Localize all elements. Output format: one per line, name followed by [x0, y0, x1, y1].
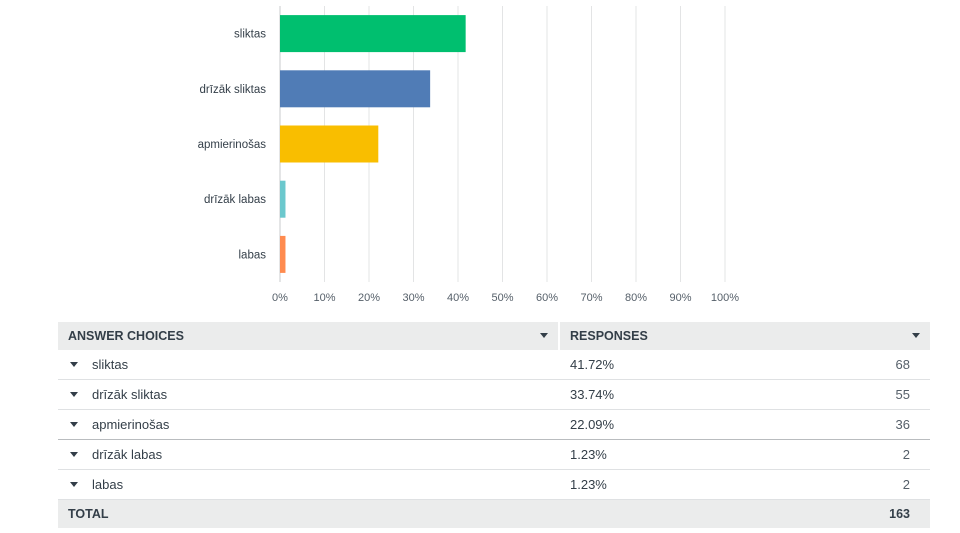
x-tick-label: 10%: [313, 292, 335, 304]
y-category-label: sliktas: [234, 29, 266, 41]
x-tick-label: 70%: [580, 292, 602, 304]
row-choice-label: apmierinošas: [92, 417, 170, 432]
table-total-row: TOTAL 163: [58, 500, 930, 528]
y-category-label: labas: [239, 249, 267, 261]
row-percent: 1.23%: [570, 477, 607, 492]
row-percent: 33.74%: [570, 387, 615, 402]
y-category-label: drīzāk sliktas: [200, 84, 267, 96]
table-row: sliktas 41.72% 68: [58, 350, 930, 380]
x-tick-label: 80%: [625, 292, 647, 304]
table-row: drīzāk sliktas 33.74% 55: [58, 380, 930, 410]
x-tick-label: 100%: [711, 292, 739, 304]
row-choice-cell: drīzāk labas: [58, 440, 560, 469]
table-row: apmierinošas 22.09% 36: [58, 410, 930, 440]
row-count: 36: [895, 417, 910, 432]
table-row: drīzāk labas 1.23% 2: [58, 440, 930, 470]
x-tick-label: 90%: [669, 292, 691, 304]
responses-header[interactable]: RESPONSES: [560, 322, 930, 350]
bar-drīzāk-sliktas[interactable]: [280, 70, 431, 108]
caret-down-icon[interactable]: [70, 392, 78, 397]
row-count: 55: [895, 387, 910, 402]
total-label: TOTAL: [68, 507, 109, 521]
y-category-label: apmierinošas: [198, 139, 267, 151]
bar-sliktas[interactable]: [280, 15, 466, 53]
bar-apmierinošas[interactable]: [280, 125, 379, 163]
answer-choices-header[interactable]: ANSWER CHOICES: [58, 322, 560, 350]
row-choice-cell: apmierinošas: [58, 410, 560, 439]
bar-drīzāk-labas[interactable]: [280, 180, 286, 218]
row-choice-label: drīzāk sliktas: [92, 387, 168, 402]
total-count: 163: [889, 507, 910, 521]
responses-sort-icon[interactable]: [912, 333, 920, 338]
row-percent-cell: 22.09%: [560, 410, 810, 439]
x-tick-label: 60%: [536, 292, 558, 304]
responses-header-label: RESPONSES: [570, 329, 648, 343]
x-tick-label: 50%: [491, 292, 513, 304]
bar-chart: 0% 10% 20% 30% 40% 50% 60% 70% 80% 90% 100% sliktas…: [198, 6, 739, 304]
y-category-label: drīzāk labas: [204, 194, 266, 206]
row-choice-label: labas: [92, 477, 124, 492]
row-count: 2: [902, 477, 910, 492]
responses-table: ANSWER CHOICES RESPONSES sliktas 41.72% …: [58, 322, 930, 528]
row-choice-cell: sliktas: [58, 350, 560, 379]
caret-down-icon[interactable]: [70, 482, 78, 487]
answer-choices-sort-icon[interactable]: [540, 333, 548, 338]
row-percent: 41.72%: [570, 357, 615, 372]
row-choice-label: sliktas: [92, 357, 129, 372]
row-percent: 1.23%: [570, 447, 607, 462]
caret-down-icon[interactable]: [70, 452, 78, 457]
row-count: 2: [902, 447, 910, 462]
x-tick-label: 20%: [358, 292, 380, 304]
table-header: ANSWER CHOICES RESPONSES: [58, 322, 930, 350]
caret-down-icon[interactable]: [70, 362, 78, 367]
bar-labas[interactable]: [280, 235, 286, 273]
total-label-cell: TOTAL: [58, 500, 560, 528]
row-percent: 22.09%: [570, 417, 615, 432]
answer-choices-header-label: ANSWER CHOICES: [68, 329, 184, 343]
row-percent-cell: 1.23%: [560, 470, 810, 499]
row-percent-cell: 33.74%: [560, 380, 810, 409]
row-percent-cell: 41.72%: [560, 350, 810, 379]
row-choice-label: drīzāk labas: [92, 447, 163, 462]
row-percent-cell: 1.23%: [560, 440, 810, 469]
row-count: 68: [895, 357, 910, 372]
total-spacer: [560, 500, 810, 528]
row-choice-cell: labas: [58, 470, 560, 499]
x-tick-label: 0%: [272, 292, 288, 304]
table-row: labas 1.23% 2: [58, 470, 930, 500]
x-tick-label: 40%: [447, 292, 469, 304]
caret-down-icon[interactable]: [70, 422, 78, 427]
row-choice-cell: drīzāk sliktas: [58, 380, 560, 409]
x-tick-label: 30%: [402, 292, 424, 304]
